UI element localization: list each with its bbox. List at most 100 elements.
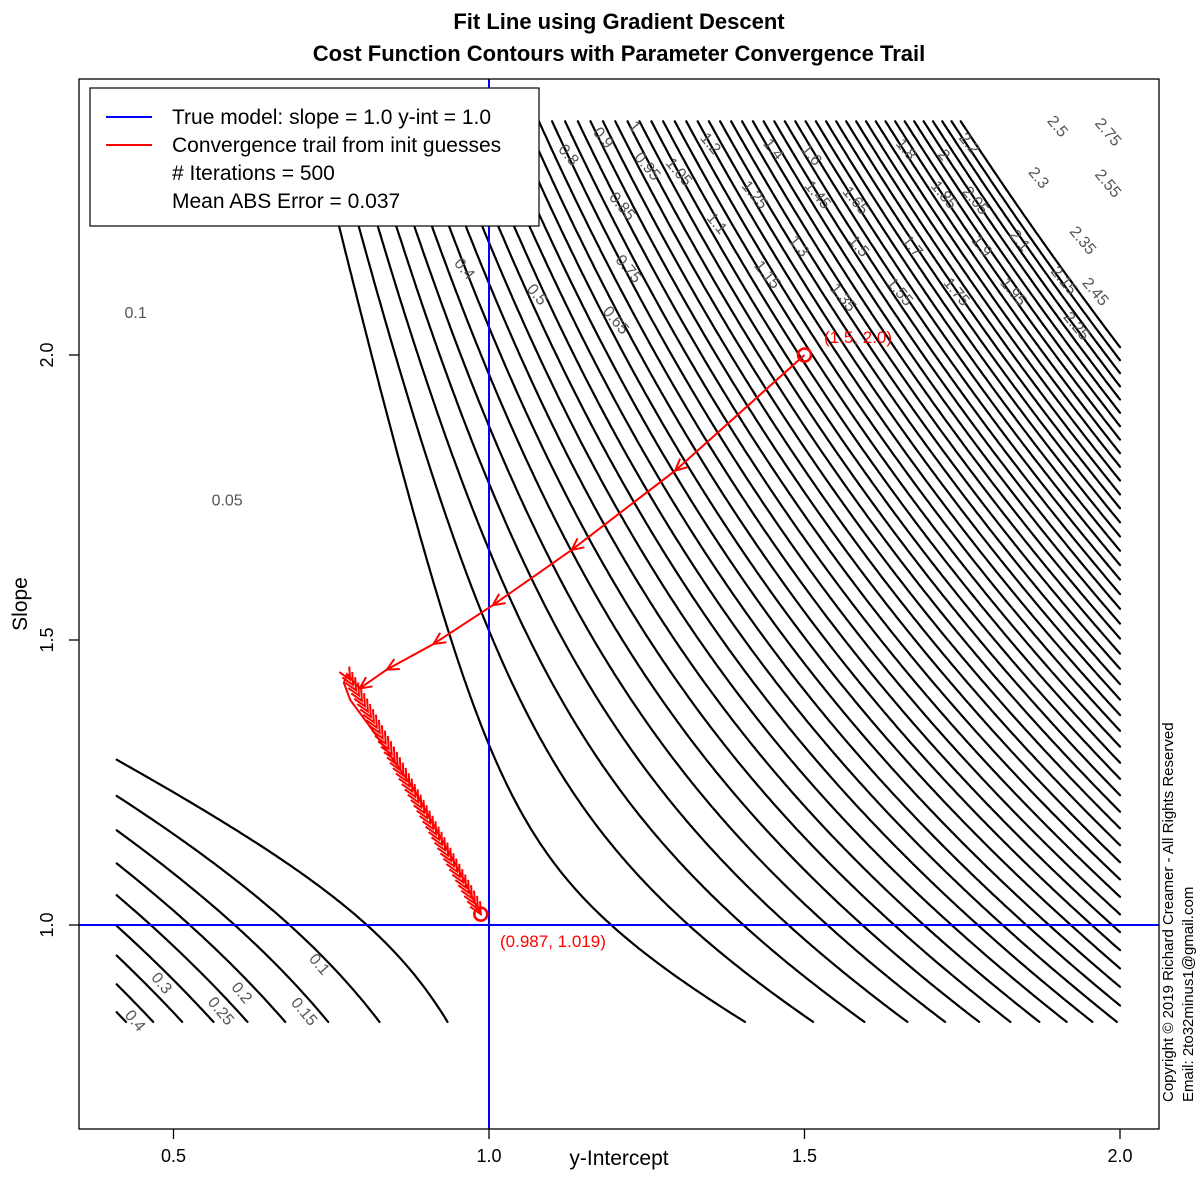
- legend-note-error: Mean ABS Error = 0.037: [172, 190, 400, 213]
- contour-label: 0.15: [287, 995, 320, 1030]
- trail-arrowhead: [395, 767, 408, 783]
- trail-arrowhead: [371, 725, 384, 741]
- y-tick-label: 1.0: [37, 912, 57, 937]
- contour-line: [685, 120, 1122, 732]
- contour-line: [950, 120, 1122, 362]
- contour-label: 0.25: [204, 994, 237, 1029]
- contour-label: 1.45: [801, 178, 834, 213]
- contour-line: [601, 120, 1122, 847]
- contour-line: [696, 120, 1122, 717]
- contour-line: [825, 120, 1122, 538]
- trail-arrowhead: [569, 537, 585, 552]
- contour-line: [913, 120, 1122, 414]
- legend-entry-true-model: True model: slope = 1.0 y-int = 1.0: [172, 106, 491, 129]
- contour-line: [804, 120, 1122, 567]
- contour-line: [589, 120, 1122, 864]
- trail-arrowhead: [353, 693, 366, 709]
- y-axis-label: Slope: [9, 577, 32, 631]
- x-tick-label: 1.5: [792, 1146, 817, 1166]
- contour-lines: [115, 120, 1122, 1023]
- contour-line: [835, 120, 1122, 524]
- trail-arrowhead: [460, 885, 473, 901]
- trail-arrowhead: [368, 719, 381, 735]
- copyright-email: Email: 2to32minus1@gmail.com: [1180, 887, 1197, 1102]
- contour-line: [894, 120, 1122, 441]
- contour-line: [941, 120, 1122, 375]
- contour-line: [794, 120, 1122, 581]
- contour-line: [922, 120, 1122, 401]
- trail-arrowhead: [454, 874, 468, 890]
- trail-arrowhead: [377, 735, 390, 751]
- x-tick-label: 2.0: [1107, 1146, 1132, 1166]
- trail-arrowhead: [347, 682, 361, 698]
- end-point-marker: [473, 906, 489, 922]
- contour-label: 2.35: [1066, 223, 1099, 258]
- x-tick-label: 0.5: [161, 1146, 186, 1166]
- trail-arrowhead: [433, 837, 447, 853]
- trail-arrowhead: [356, 698, 369, 714]
- trail-arrowhead: [398, 773, 411, 789]
- plot-frame: [78, 78, 1160, 1130]
- contour-line: [638, 120, 1122, 797]
- contour-line: [650, 120, 1122, 780]
- legend-box: [89, 87, 540, 227]
- contour-label: 0.65: [599, 303, 632, 338]
- contour-label: 0.05: [212, 493, 243, 510]
- contour-line: [874, 120, 1122, 468]
- trail-arrowhead: [407, 789, 420, 805]
- y-axis: 1.0 1.5 2.0: [37, 342, 79, 938]
- contour-label: 0.85: [605, 189, 638, 224]
- contour-label: 0.3: [147, 970, 174, 998]
- trail-arrowhead: [436, 842, 450, 858]
- contour-line: [115, 120, 1068, 1023]
- trail-arrowhead: [338, 666, 352, 682]
- trail-arrowhead: [427, 826, 441, 842]
- legend: True model: slope = 1.0 y-int = 1.0 Conv…: [89, 87, 540, 227]
- trail-arrowhead: [380, 741, 393, 757]
- x-axis-label: y-Intercept: [569, 1147, 668, 1170]
- trail-arrowhead: [413, 799, 426, 815]
- chart-title: Fit Line using Gradient Descent: [453, 9, 785, 34]
- trail-path: [342, 354, 806, 915]
- y-tick-label: 1.5: [37, 627, 57, 652]
- x-axis: 0.5 1.0 1.5 2.0: [161, 1129, 1133, 1166]
- trail-arrowhead: [451, 869, 465, 885]
- end-point-label: (0.987, 1.019): [500, 932, 606, 951]
- trail-arrowhead: [424, 821, 438, 837]
- contour-line: [864, 120, 1122, 482]
- copyright-line: Copyright © 2019 Richard Creamer - All R…: [1160, 722, 1177, 1102]
- trail-arrowhead: [374, 730, 387, 746]
- trail-arrowhead: [386, 751, 399, 767]
- trail-arrowhead: [362, 709, 375, 725]
- chart-subtitle: Cost Function Contours with Parameter Co…: [313, 41, 925, 66]
- trail-arrowhead: [359, 703, 372, 719]
- y-tick-label: 2.0: [37, 342, 57, 367]
- contour-line: [564, 120, 1122, 898]
- contour-label: 2.75: [1091, 115, 1124, 150]
- contour-line: [884, 120, 1122, 455]
- contour-labels: 0.050.10.40.50.650.750.850.950.80.9 11.05…: [121, 113, 1124, 1035]
- trail-arrowhead: [383, 746, 396, 762]
- trail-arrowhead: [350, 687, 364, 703]
- contour-line: [707, 120, 1122, 701]
- contour-line: [551, 120, 1122, 916]
- contour-line: [719, 120, 1122, 686]
- contour-line: [730, 120, 1122, 670]
- contour-line: [814, 120, 1122, 552]
- trail-arrowhead: [384, 658, 400, 671]
- contour-line: [115, 120, 815, 1023]
- contour-label: 2.55: [1091, 166, 1124, 201]
- start-point-marker: [796, 347, 813, 363]
- contour-label: 2.45: [1078, 275, 1111, 310]
- legend-entry-trail: Convergence trail from init guesses: [172, 134, 501, 157]
- contour-line: [115, 120, 1012, 1023]
- contour-line: [773, 120, 1122, 610]
- trail-arrowhead: [469, 901, 482, 917]
- trail-arrowhead: [389, 757, 402, 773]
- contour-label: 1.2: [696, 130, 723, 158]
- contour-line: [673, 120, 1122, 748]
- contour-line: [626, 120, 1122, 813]
- trail-arrowhead: [419, 810, 432, 826]
- contour-line: [537, 120, 1122, 934]
